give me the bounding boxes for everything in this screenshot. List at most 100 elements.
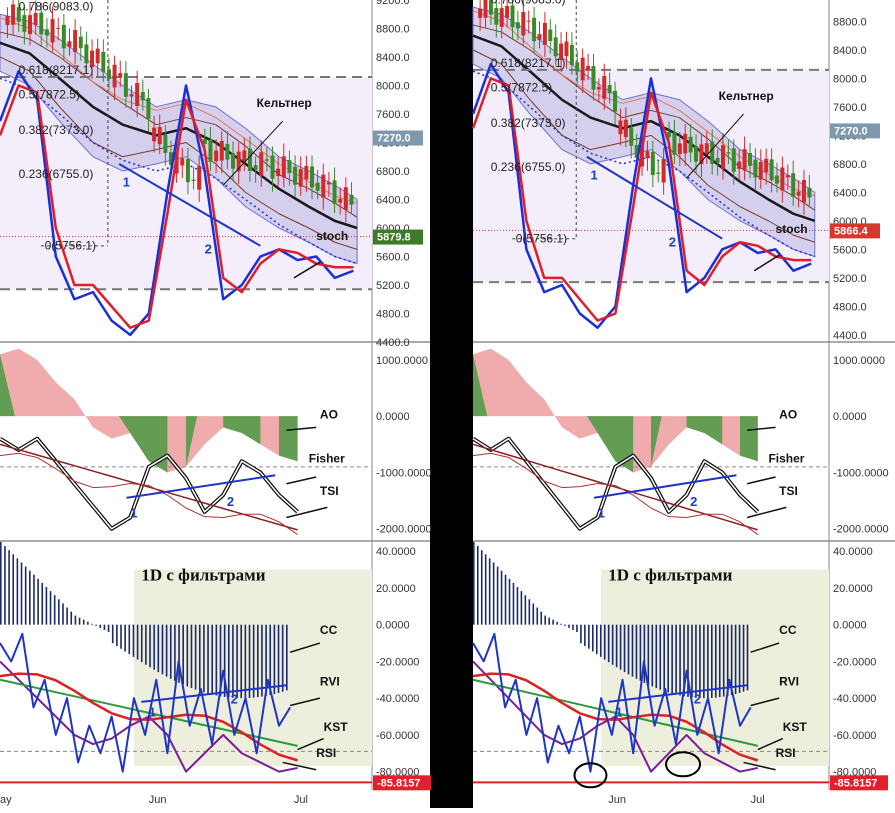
- left-tsi-line: [0, 443, 298, 531]
- right-cc-bar: [659, 624, 662, 690]
- left-cc-bar: [12, 554, 15, 625]
- left-rsi-pointer: [282, 761, 317, 771]
- left-candle-body: [95, 48, 100, 64]
- left-price-tick-10: 5200.0: [376, 280, 410, 292]
- right-candle-body: [753, 159, 758, 178]
- right-fib-label-0: 0.618(8217.1): [491, 56, 566, 70]
- right-candle-body: [532, 17, 537, 42]
- left-keltner-upper: [0, 31, 358, 218]
- right-candle-body: [807, 187, 812, 198]
- left-candle-body: [208, 139, 213, 162]
- right-fib-label-3: 0.236(6755.0): [491, 160, 566, 174]
- left-cc-bar: [45, 587, 48, 625]
- right-filter-trendline: [608, 684, 748, 703]
- right-fib-label-4: 0(5756.1): [516, 231, 567, 245]
- right-price-tick-3: 7600.0: [833, 102, 867, 114]
- left-cc-bar: [157, 624, 160, 673]
- right-cc-bar: [635, 624, 638, 679]
- right-osc-tick-0: 1000.0000: [833, 355, 885, 367]
- left-candle-body: [163, 134, 168, 153]
- left-price-tag-1: 5879.8: [377, 232, 411, 244]
- right-candle-body: [629, 127, 634, 146]
- right-cc-bar: [603, 624, 606, 660]
- left-candle-body: [219, 140, 224, 161]
- left-cc-bar: [62, 603, 64, 625]
- right-candle-body: [634, 145, 639, 158]
- right-candle-body: [785, 175, 790, 178]
- right-filter-tick-5: -60.0000: [833, 730, 876, 742]
- right-cc-bar: [560, 623, 562, 625]
- right-filter-tick-4: -40.0000: [833, 693, 876, 705]
- left-candle-body: [185, 158, 190, 183]
- left-filter-title: 1D с фильтрами: [141, 566, 265, 585]
- left-candle-body: [39, 12, 44, 35]
- left-cc-bar: [207, 624, 209, 694]
- left-candle-body: [135, 83, 140, 107]
- left-stoch-label: stoch: [316, 229, 348, 243]
- left-candle-body: [180, 158, 185, 166]
- left-price-tick-3: 8000.0: [376, 81, 410, 93]
- right-filter-tag: -85.8157: [834, 777, 877, 789]
- left-keltner-label: Кельтнер: [257, 96, 312, 110]
- left-cc-bar: [107, 624, 110, 632]
- left-candle-body: [332, 180, 337, 204]
- left-kst-label: KST: [324, 720, 349, 734]
- right-filter-tag-bg: [830, 775, 888, 791]
- right-price-tick-11: 4400.0: [833, 330, 867, 342]
- right-candle-body: [672, 132, 677, 155]
- right-cc-bar: [711, 624, 713, 698]
- right-cc-bar: [619, 624, 622, 670]
- right-x-tick-1: Jul: [751, 794, 765, 806]
- left-cc-bar: [95, 624, 97, 626]
- right-price-trendline: [586, 155, 723, 240]
- left-cc-bar: [29, 570, 31, 625]
- right-cc-bar: [520, 591, 523, 625]
- left-candle-body: [28, 15, 32, 34]
- right-filter-title: 1D с фильтрами: [608, 566, 732, 585]
- left-filter-tag-bg: [373, 775, 431, 791]
- right-candle-body: [677, 143, 682, 155]
- left-candle-body: [338, 198, 343, 203]
- left-candle-body: [33, 13, 38, 25]
- left-candle-body: [202, 139, 207, 145]
- left-candle-body: [169, 152, 173, 165]
- right-candle-body: [580, 57, 585, 81]
- right-candle-body: [737, 161, 742, 169]
- right-candle-body: [618, 120, 623, 135]
- right-keltner-upper: [472, 24, 816, 211]
- right-cc-bar: [592, 624, 594, 652]
- left-filter-tick-2: 0.0000: [376, 620, 410, 632]
- right-cc-bar: [564, 624, 566, 626]
- right-price-tick-2: 8000.0: [833, 73, 867, 85]
- right-cc-bar: [746, 624, 749, 691]
- right-candle-body: [586, 65, 591, 70]
- right-ellipse-2: [665, 751, 702, 778]
- left-cc-bar: [248, 624, 251, 698]
- left-cc-bar: [203, 624, 205, 693]
- left-cc-bar: [174, 624, 176, 681]
- left-filter-tick-5: -60.0000: [376, 730, 419, 742]
- left-filter-label-1: 1: [149, 705, 156, 720]
- right-candle-body: [726, 152, 731, 154]
- right-ao-green-4: [740, 416, 758, 462]
- right-filter-tick-3: -20.0000: [833, 656, 876, 668]
- right-stoch-d: [471, 77, 812, 322]
- right-price-tag-0: 7270.0: [834, 125, 868, 137]
- left-price-tick-1: 8800.0: [376, 24, 410, 36]
- left-cc-bar: [82, 619, 85, 625]
- right-cc-bar: [492, 562, 495, 625]
- right-candle-body: [715, 158, 720, 163]
- right-tsi-pointer: [746, 506, 787, 519]
- left-candle-body: [304, 165, 309, 180]
- right-cc-bar: [588, 624, 590, 649]
- right-cc-bar: [738, 624, 741, 693]
- right-candle-body: [591, 66, 596, 90]
- left-price-tick-6: 6800.0: [376, 166, 410, 178]
- right-fib-top-label: 0.786(9083.0): [491, 0, 566, 7]
- left-cc-bar: [78, 617, 81, 625]
- left-candle-body: [315, 182, 320, 191]
- right-ao-green-3: [686, 416, 723, 445]
- left-candle-body: [67, 41, 72, 48]
- right-osc-tick-3: -2000.0000: [833, 524, 889, 536]
- left-fib-top-label: 0.786(9083.0): [19, 0, 94, 14]
